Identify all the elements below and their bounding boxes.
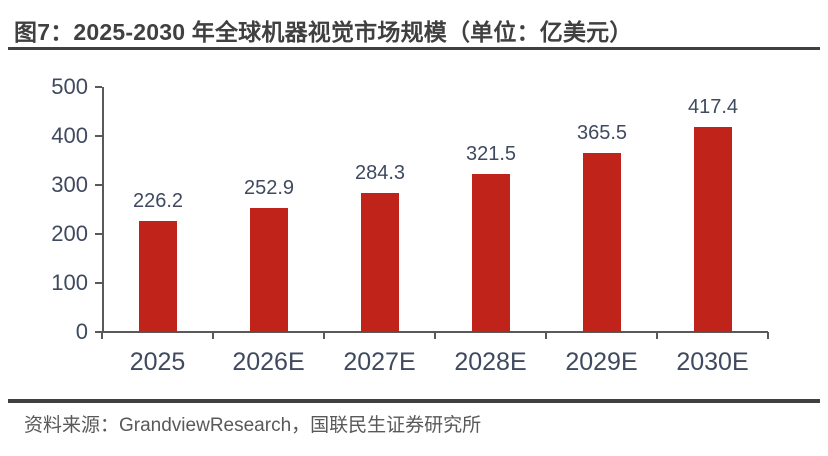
x-axis-label: 2025 (129, 348, 186, 376)
bar-2028E (472, 174, 510, 332)
x-axis-tick (656, 332, 658, 339)
x-axis-label: 2027E (343, 348, 416, 376)
bar-value-label: 284.3 (354, 162, 406, 184)
x-axis-tick (434, 332, 436, 339)
y-axis-tick-label: 100 (51, 270, 88, 295)
x-axis-tick (212, 332, 214, 339)
y-axis-tick (95, 86, 102, 88)
y-axis-tick (95, 135, 102, 137)
bar-2030E (694, 127, 732, 332)
bar-value-label: 321.5 (465, 143, 517, 165)
bar-2025 (139, 221, 177, 332)
y-axis-tick (95, 184, 102, 186)
x-axis-tick (767, 332, 769, 339)
x-axis-label: 2029E (565, 348, 638, 376)
bar-value-label: 365.5 (576, 122, 628, 144)
footer-divider (8, 399, 820, 403)
x-axis-tick (545, 332, 547, 339)
y-axis-tick-label: 200 (51, 221, 88, 246)
x-axis-tick (323, 332, 325, 339)
x-axis-label: 2030E (676, 348, 749, 376)
y-axis-line (102, 87, 104, 332)
x-axis-label: 2026E (232, 348, 305, 376)
bar-chart-plot-area: 0 100 200 300 400 500 226.2 2025 252.9 2026E 284.3… (51, 74, 769, 376)
y-axis-tick-label: 500 (51, 74, 88, 99)
x-axis-tick (101, 332, 103, 339)
bar-2027E (361, 193, 399, 332)
bar-2026E (250, 208, 288, 332)
source-note: 资料来源：GrandviewResearch，国联民生证券研究所 (24, 415, 482, 436)
y-axis-tick (95, 331, 102, 333)
x-axis-label: 2028E (454, 348, 527, 376)
y-axis-tick-label: 0 (75, 319, 88, 344)
chart-title: 图7：2025-2030 年全球机器视觉市场规模（单位：亿美元） (14, 19, 633, 45)
y-axis-tick (95, 282, 102, 284)
bar-value-label: 417.4 (687, 96, 739, 118)
y-axis-tick-label: 300 (51, 172, 88, 197)
title-divider (8, 47, 820, 50)
y-axis-tick (95, 233, 102, 235)
bar-value-label: 252.9 (243, 177, 295, 199)
y-axis-tick-label: 400 (51, 123, 88, 148)
bar-value-label: 226.2 (132, 190, 184, 212)
bar-2029E (583, 153, 621, 332)
